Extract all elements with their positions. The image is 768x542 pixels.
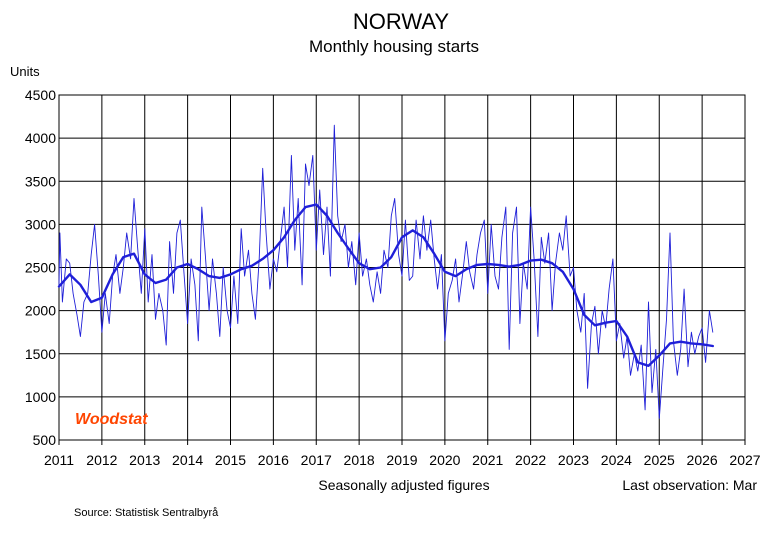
chart-subtitle: Monthly housing starts (309, 37, 479, 56)
x-tick-label: 2022 (515, 452, 546, 468)
x-tick-label: 2020 (429, 452, 460, 468)
series-group (57, 124, 714, 419)
last-observation-note: Last observation: Mar (622, 477, 757, 493)
x-tick-label: 2014 (172, 452, 203, 468)
trend-line (57, 203, 714, 367)
x-tick-label: 2025 (644, 452, 675, 468)
y-tick-label: 3500 (25, 173, 56, 189)
y-tick-label: 500 (33, 432, 57, 448)
y-tick-label: 4500 (25, 87, 56, 103)
y-tick-label: 3000 (25, 216, 56, 232)
y-tick-label: 1000 (25, 389, 56, 405)
x-tick-label: 2026 (687, 452, 718, 468)
y-axis: 500 1000 1500 2000 2500 3000 3500 4000 4500 (25, 87, 56, 448)
y-tick-label: 1500 (25, 346, 56, 362)
x-tick-label: 2023 (558, 452, 589, 468)
x-tick-label: 2013 (129, 452, 160, 468)
monthly-series-line (58, 124, 714, 419)
x-axis-label: Seasonally adjusted figures (318, 477, 489, 493)
y-tick-label: 2500 (25, 260, 56, 276)
y-axis-label: Units (10, 64, 40, 79)
x-tick-label: 2011 (44, 452, 74, 468)
woodstat-logo: Woodstat (75, 411, 148, 428)
x-tick-label: 2024 (601, 452, 632, 468)
x-tick-label: 2012 (86, 452, 117, 468)
x-tick-label: 2027 (729, 452, 760, 468)
grid (58, 94, 746, 441)
x-tick-label: 2017 (301, 452, 332, 468)
x-tick-label: 2021 (472, 452, 503, 468)
chart-title: NORWAY (353, 9, 449, 34)
x-tick-label: 2016 (258, 452, 289, 468)
y-tick-label: 2000 (25, 303, 56, 319)
y-tick-label: 4000 (25, 130, 56, 146)
x-tick-label: 2015 (215, 452, 246, 468)
x-tick-label: 2018 (344, 452, 375, 468)
source-note: Source: Statistisk Sentralbyrå (74, 507, 219, 519)
x-tick-label: 2019 (386, 452, 417, 468)
x-axis: 2011 2012 2013 2014 2015 2016 2017 2018 2019 2020… (44, 440, 761, 468)
